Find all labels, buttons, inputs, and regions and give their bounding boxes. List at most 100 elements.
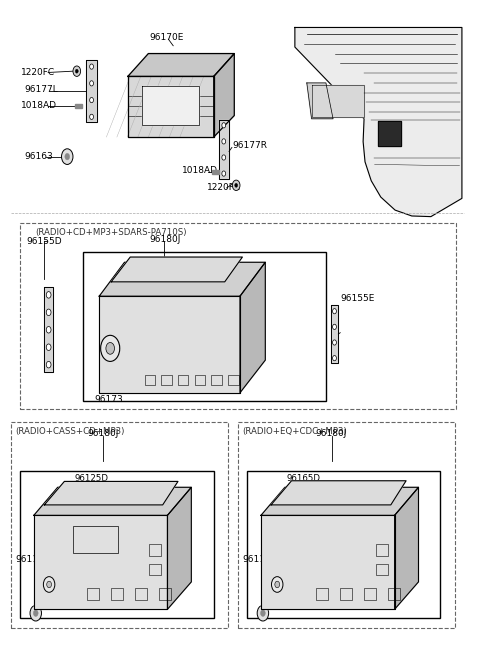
Bar — [111, 588, 123, 600]
Circle shape — [46, 291, 51, 298]
Polygon shape — [128, 54, 234, 77]
Text: 96180J: 96180J — [87, 428, 119, 438]
Polygon shape — [378, 121, 401, 146]
Bar — [144, 375, 155, 385]
Circle shape — [46, 362, 51, 368]
Bar — [195, 375, 205, 385]
Circle shape — [261, 610, 265, 616]
Polygon shape — [44, 481, 178, 505]
Bar — [11, 422, 228, 627]
Circle shape — [333, 356, 336, 361]
Text: 96173: 96173 — [95, 395, 123, 403]
Text: 1220FC: 1220FC — [21, 68, 55, 77]
Text: 96155D: 96155D — [26, 237, 62, 246]
Text: 96170E: 96170E — [149, 33, 184, 42]
Polygon shape — [261, 487, 419, 515]
Circle shape — [75, 69, 78, 73]
Circle shape — [90, 81, 94, 86]
Bar — [20, 223, 456, 409]
Polygon shape — [212, 170, 219, 174]
Text: 1018AD: 1018AD — [182, 166, 218, 176]
Polygon shape — [86, 60, 97, 122]
Polygon shape — [128, 77, 214, 137]
Bar — [211, 375, 222, 385]
Circle shape — [30, 605, 41, 621]
Circle shape — [222, 122, 226, 128]
Polygon shape — [395, 487, 419, 609]
Bar — [149, 563, 161, 575]
Polygon shape — [44, 287, 53, 372]
Text: 96163: 96163 — [24, 152, 53, 161]
Text: 96100S: 96100S — [150, 263, 182, 272]
Polygon shape — [99, 296, 240, 393]
Polygon shape — [214, 54, 234, 137]
Circle shape — [61, 149, 73, 164]
Bar — [340, 588, 352, 600]
Bar — [247, 471, 441, 618]
Text: (RADIO+CD+MP3+SDARS-PA710S): (RADIO+CD+MP3+SDARS-PA710S) — [36, 228, 187, 236]
Circle shape — [106, 343, 115, 354]
Text: 96180J: 96180J — [149, 235, 180, 244]
Circle shape — [46, 327, 51, 333]
Polygon shape — [111, 257, 242, 282]
Polygon shape — [99, 262, 265, 296]
Circle shape — [47, 581, 51, 588]
Polygon shape — [75, 103, 82, 108]
Polygon shape — [312, 85, 364, 117]
Circle shape — [43, 576, 55, 592]
Bar — [87, 588, 99, 600]
Circle shape — [232, 180, 240, 191]
Polygon shape — [307, 83, 333, 119]
Circle shape — [90, 114, 94, 119]
Circle shape — [73, 66, 81, 77]
Text: 96155E: 96155E — [340, 293, 374, 303]
Circle shape — [46, 344, 51, 350]
Text: 96119A: 96119A — [16, 555, 50, 563]
Text: 96180J: 96180J — [315, 428, 347, 438]
Text: 96177L: 96177L — [24, 85, 58, 94]
Circle shape — [90, 98, 94, 103]
Bar — [159, 588, 171, 600]
Circle shape — [222, 139, 226, 144]
Polygon shape — [271, 481, 406, 505]
Bar — [376, 544, 388, 556]
Polygon shape — [34, 515, 168, 609]
Bar — [161, 375, 172, 385]
Bar — [135, 588, 147, 600]
Bar — [238, 422, 455, 627]
Bar — [149, 544, 161, 556]
Text: 96145C: 96145C — [74, 485, 108, 494]
Circle shape — [46, 309, 51, 316]
Bar — [364, 588, 376, 600]
Bar — [388, 588, 400, 600]
Text: 96125D: 96125D — [74, 474, 108, 483]
Bar — [73, 527, 118, 553]
Polygon shape — [295, 28, 462, 217]
Bar — [83, 252, 326, 401]
Polygon shape — [240, 262, 265, 393]
Bar — [228, 375, 239, 385]
Text: 96177R: 96177R — [232, 141, 267, 150]
Bar — [376, 563, 388, 575]
Circle shape — [257, 605, 269, 621]
Polygon shape — [142, 86, 199, 125]
Circle shape — [333, 340, 336, 345]
Circle shape — [333, 309, 336, 314]
Circle shape — [101, 335, 120, 362]
Circle shape — [272, 576, 283, 592]
Text: (RADIO+EQ+CDC+MP3): (RADIO+EQ+CDC+MP3) — [242, 427, 347, 436]
Polygon shape — [168, 487, 192, 609]
Circle shape — [90, 64, 94, 69]
Bar — [178, 375, 189, 385]
Bar — [21, 471, 214, 618]
Text: (RADIO+CASS+CD+MP3): (RADIO+CASS+CD+MP3) — [16, 427, 125, 436]
Circle shape — [222, 155, 226, 160]
Circle shape — [333, 324, 336, 329]
Circle shape — [222, 171, 226, 176]
Text: 1220FC: 1220FC — [206, 183, 240, 193]
Text: 96165D: 96165D — [286, 474, 320, 483]
Polygon shape — [261, 515, 395, 609]
Text: 1018AD: 1018AD — [21, 102, 57, 110]
Circle shape — [235, 183, 238, 187]
Polygon shape — [34, 487, 192, 515]
